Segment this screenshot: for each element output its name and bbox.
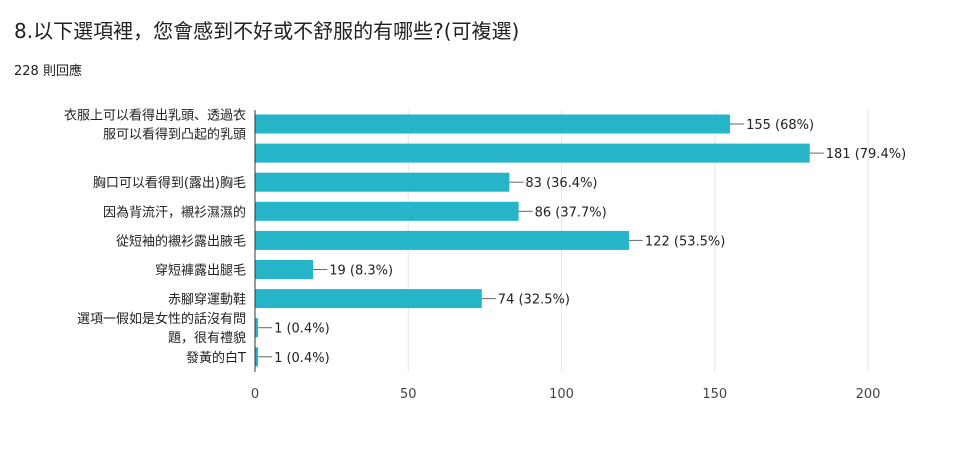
bar	[255, 347, 259, 367]
category-label: 選項一假如是女性的話沒有問	[77, 311, 246, 327]
data-label: 86 (37.7%)	[535, 205, 607, 220]
data-label: 155 (68%)	[746, 118, 814, 133]
category-label: 因為背流汗，襯衫濕濕的	[103, 204, 246, 220]
category-label: 衣服上可以看得出乳頭、透過衣	[64, 108, 246, 124]
axis-layer: 0 50 100 150 200	[251, 110, 881, 402]
data-label: 122 (53.5%)	[645, 234, 725, 249]
bar	[255, 143, 810, 163]
data-label: 1 (0.4%)	[274, 351, 330, 366]
x-tick-label: 100	[549, 387, 574, 402]
category-label: 服可以看得到凸起的乳頭	[103, 127, 246, 143]
response-count: 228 則回應	[14, 64, 82, 79]
data-label: 19 (8.3%)	[329, 264, 393, 279]
bar	[255, 114, 731, 134]
category-label: 胸口可以看得到(露出)胸毛	[93, 175, 246, 191]
question-title: 8.以下選項裡，您會感到不好或不舒服的有哪些?(可複選)	[14, 19, 520, 43]
category-label: 題，很有禮貌	[168, 331, 246, 346]
bar	[255, 260, 314, 279]
bar-layer	[255, 114, 810, 367]
data-label: 74 (32.5%)	[498, 293, 570, 308]
bar	[255, 172, 510, 192]
data-label: 181 (79.4%)	[826, 147, 906, 162]
category-label: 赤腳穿運動鞋	[168, 292, 246, 308]
category-label: 發黃的白T	[186, 350, 246, 366]
data-label: 1 (0.4%)	[274, 322, 330, 337]
data-label: 83 (36.4%)	[525, 176, 597, 191]
x-tick-label: 0	[251, 387, 259, 402]
category-label: 穿短褲露出腿毛	[155, 263, 246, 279]
category-label: 從短袖的襯衫露出腋毛	[116, 233, 246, 249]
x-tick-label: 150	[702, 387, 727, 402]
bar	[255, 201, 519, 221]
x-tick-label: 200	[856, 387, 881, 402]
bar	[255, 289, 482, 309]
x-tick-label: 50	[400, 387, 417, 402]
bar	[255, 230, 629, 250]
bar	[255, 318, 259, 338]
